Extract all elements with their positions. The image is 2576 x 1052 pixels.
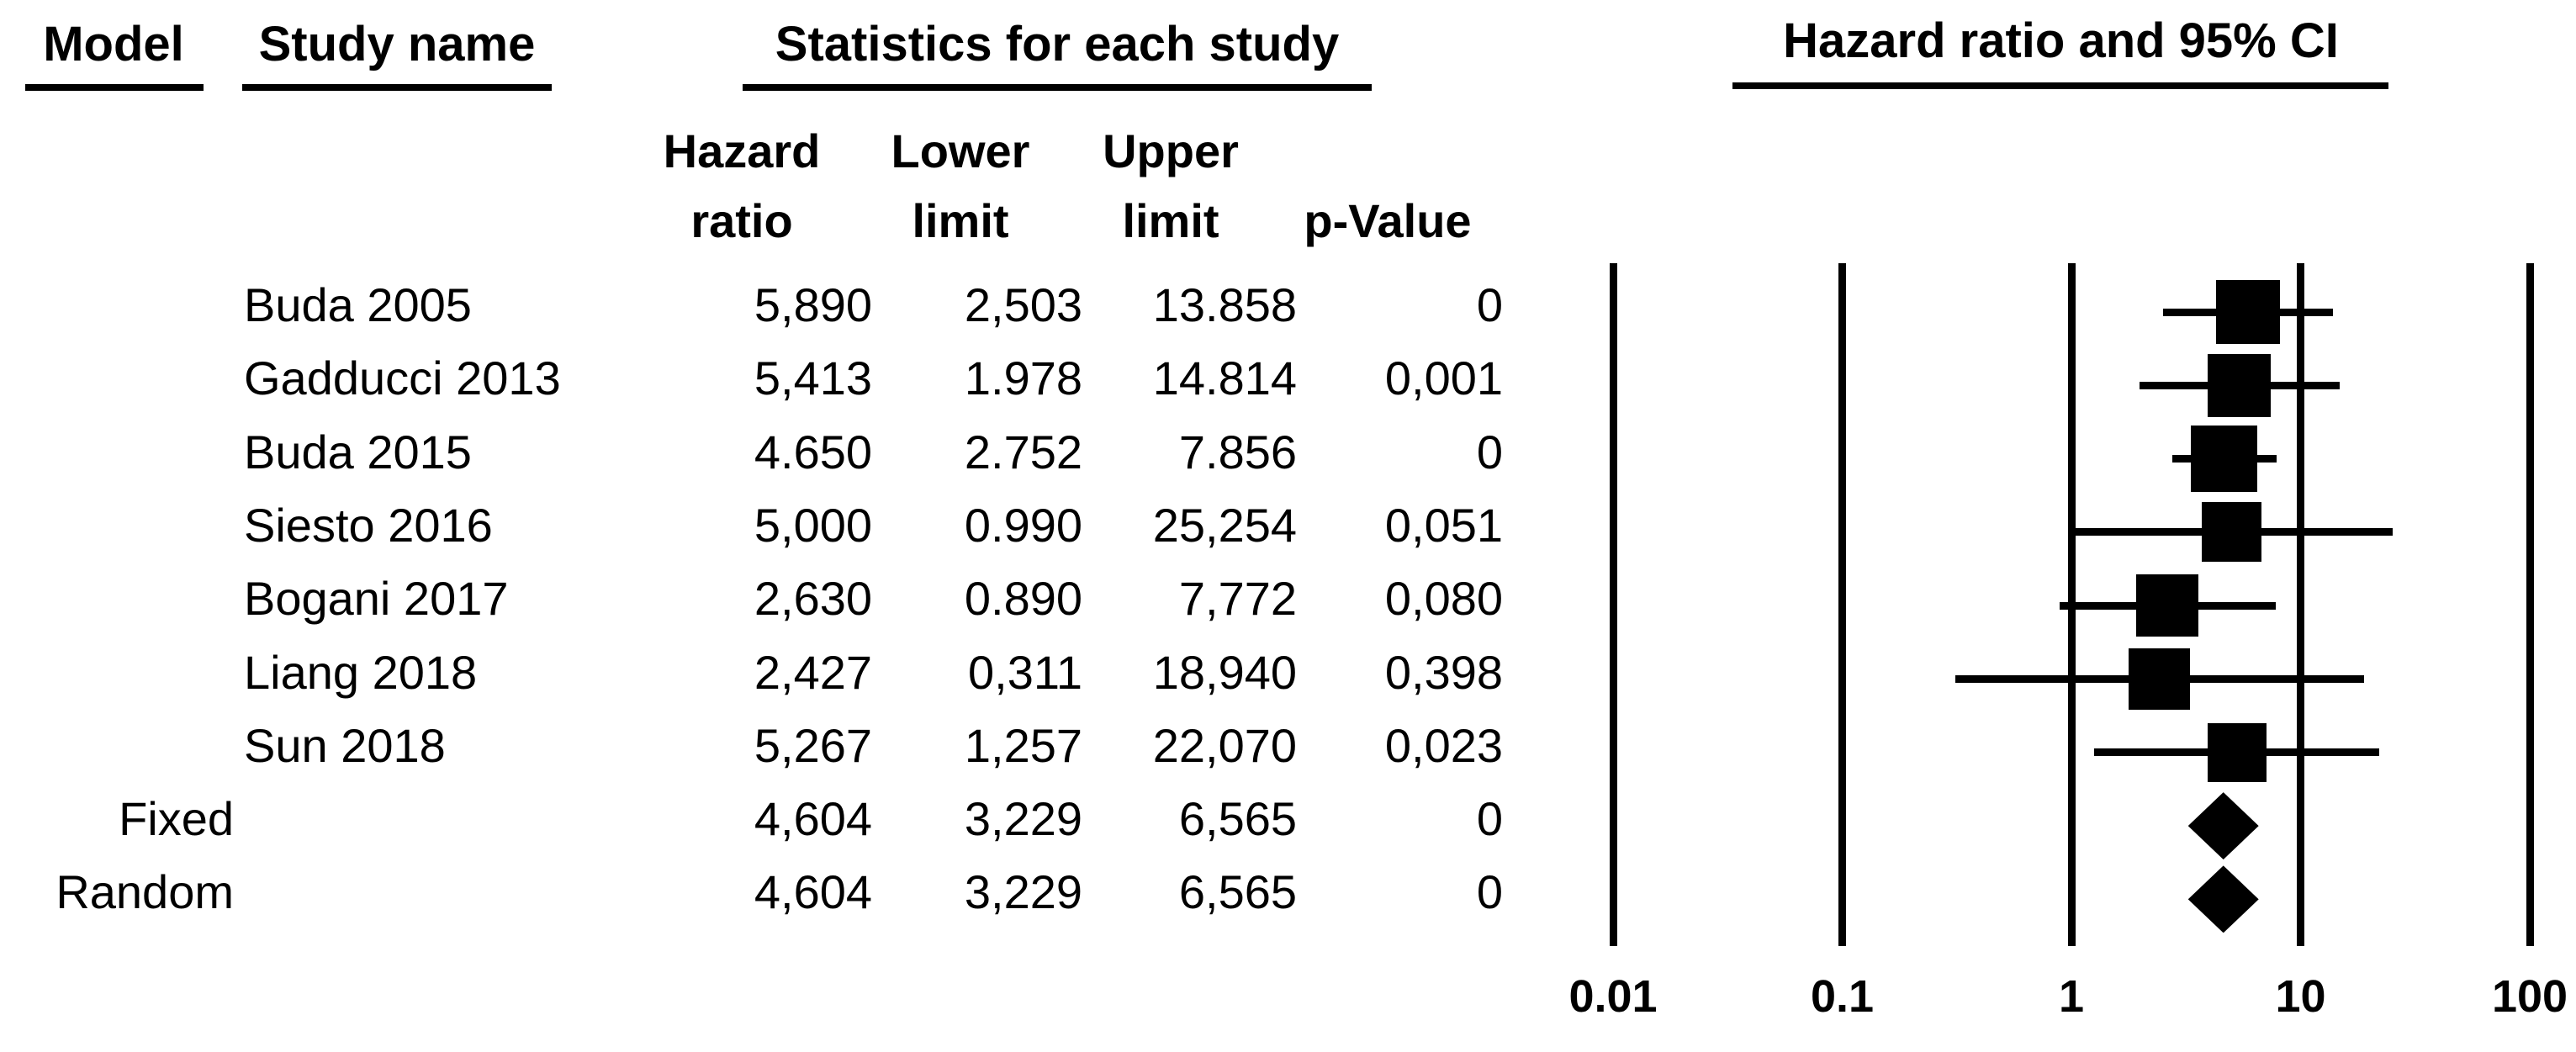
p-value-cell: 0 <box>1476 865 1503 919</box>
study-name-column-header: Study name <box>258 17 536 71</box>
p-value-cell: 0 <box>1476 792 1503 846</box>
upper-limit-cell: 25,254 <box>1152 498 1297 552</box>
hazard-ratio-cell: 2,427 <box>754 645 872 699</box>
axis-tick-label-10: 10 <box>2275 971 2326 1022</box>
upper-limit-cell: 22,070 <box>1152 718 1297 772</box>
axis-gridline-0.1 <box>1838 263 1846 946</box>
axis-gridline-10 <box>2297 263 2304 946</box>
plot-title-underline <box>1732 82 2388 89</box>
hazard-ratio-cell: 4.650 <box>754 425 872 478</box>
upper-limit-cell: 13.858 <box>1152 278 1297 331</box>
axis-tick-label-1: 1 <box>2058 971 2085 1022</box>
study-name-header-underline <box>242 84 552 91</box>
study-name-cell: Sun 2018 <box>244 718 446 772</box>
point-estimate-square-1 <box>2215 280 2280 344</box>
study-name-cell: Buda 2015 <box>244 425 472 478</box>
study-name-cell: Liang 2018 <box>244 645 478 699</box>
lower-limit-header-line1: Lower <box>891 124 1030 177</box>
upper-limit-header-line1: Upper <box>1103 124 1239 177</box>
hazard-ratio-cell: 5,890 <box>754 278 872 331</box>
axis-tick-label-100: 100 <box>2491 971 2568 1022</box>
p-value-cell: 0 <box>1476 425 1503 478</box>
point-estimate-square-7 <box>2207 722 2267 782</box>
model-header-underline <box>25 84 204 91</box>
axis-gridline-100 <box>2526 263 2534 946</box>
upper-limit-cell: 6,565 <box>1178 792 1297 846</box>
hazard-ratio-cell: 5,413 <box>754 352 872 405</box>
point-estimate-square-2 <box>2208 353 2272 417</box>
upper-limit-cell: 14.814 <box>1152 352 1297 405</box>
point-estimate-square-5 <box>2136 574 2199 637</box>
p-value-cell: 0,051 <box>1384 498 1503 552</box>
p-value-cell: 0,080 <box>1384 572 1503 626</box>
lower-limit-cell: 0.990 <box>964 498 1082 552</box>
p-value-cell: 0 <box>1476 278 1503 331</box>
model-cell: Random <box>56 865 234 919</box>
model-cell: Fixed <box>119 792 234 846</box>
p-value-cell: 0,023 <box>1384 718 1503 772</box>
lower-limit-cell: 0,311 <box>968 645 1082 699</box>
lower-limit-cell: 3,229 <box>964 792 1082 846</box>
upper-limit-cell: 18,940 <box>1152 645 1297 699</box>
study-name-cell: Buda 2005 <box>244 278 472 331</box>
hazard-ratio-cell: 2,630 <box>754 572 872 626</box>
hazard-ratio-cell: 4,604 <box>754 792 872 846</box>
point-estimate-square-3 <box>2191 426 2258 493</box>
upper-limit-header-line2: limit <box>1122 194 1219 247</box>
statistics-group-header: Statistics for each study <box>775 17 1340 71</box>
p-value-header: p-Value <box>1304 194 1472 247</box>
point-estimate-square-4 <box>2201 502 2261 563</box>
upper-limit-cell: 7,772 <box>1178 572 1297 626</box>
p-value-cell: 0,398 <box>1384 645 1503 699</box>
hazard-ratio-cell: 5,267 <box>754 718 872 772</box>
study-name-cell: Bogani 2017 <box>244 572 509 626</box>
hazard-ratio-cell: 5,000 <box>754 498 872 552</box>
hazard-ratio-cell: 4,604 <box>754 865 872 919</box>
lower-limit-header-line2: limit <box>912 194 1009 247</box>
study-name-cell: Siesto 2016 <box>244 498 493 552</box>
point-estimate-square-6 <box>2129 648 2191 710</box>
axis-gridline-0.01 <box>1609 263 1617 946</box>
lower-limit-cell: 0.890 <box>964 572 1082 626</box>
statistics-header-underline <box>743 84 1372 91</box>
axis-tick-label-0.01: 0.01 <box>1568 971 1658 1022</box>
hazard-ratio-header-line2: ratio <box>690 194 793 247</box>
summary-diamond-fixed <box>2187 792 2259 860</box>
summary-diamond-random <box>2187 865 2259 933</box>
p-value-cell: 0,001 <box>1384 352 1503 405</box>
upper-limit-cell: 6,565 <box>1178 865 1297 919</box>
lower-limit-cell: 2,503 <box>964 278 1082 331</box>
lower-limit-cell: 2.752 <box>964 425 1082 478</box>
model-column-header: Model <box>43 17 184 71</box>
upper-limit-cell: 7.856 <box>1178 425 1297 478</box>
lower-limit-cell: 1,257 <box>964 718 1082 772</box>
axis-tick-label-0.1: 0.1 <box>1810 971 1875 1022</box>
lower-limit-cell: 3,229 <box>964 865 1082 919</box>
plot-title: Hazard ratio and 95% CI <box>1783 13 2339 68</box>
hazard-ratio-header-line1: Hazard <box>663 124 821 177</box>
study-name-cell: Gadducci 2013 <box>244 352 561 405</box>
lower-limit-cell: 1.978 <box>964 352 1082 405</box>
